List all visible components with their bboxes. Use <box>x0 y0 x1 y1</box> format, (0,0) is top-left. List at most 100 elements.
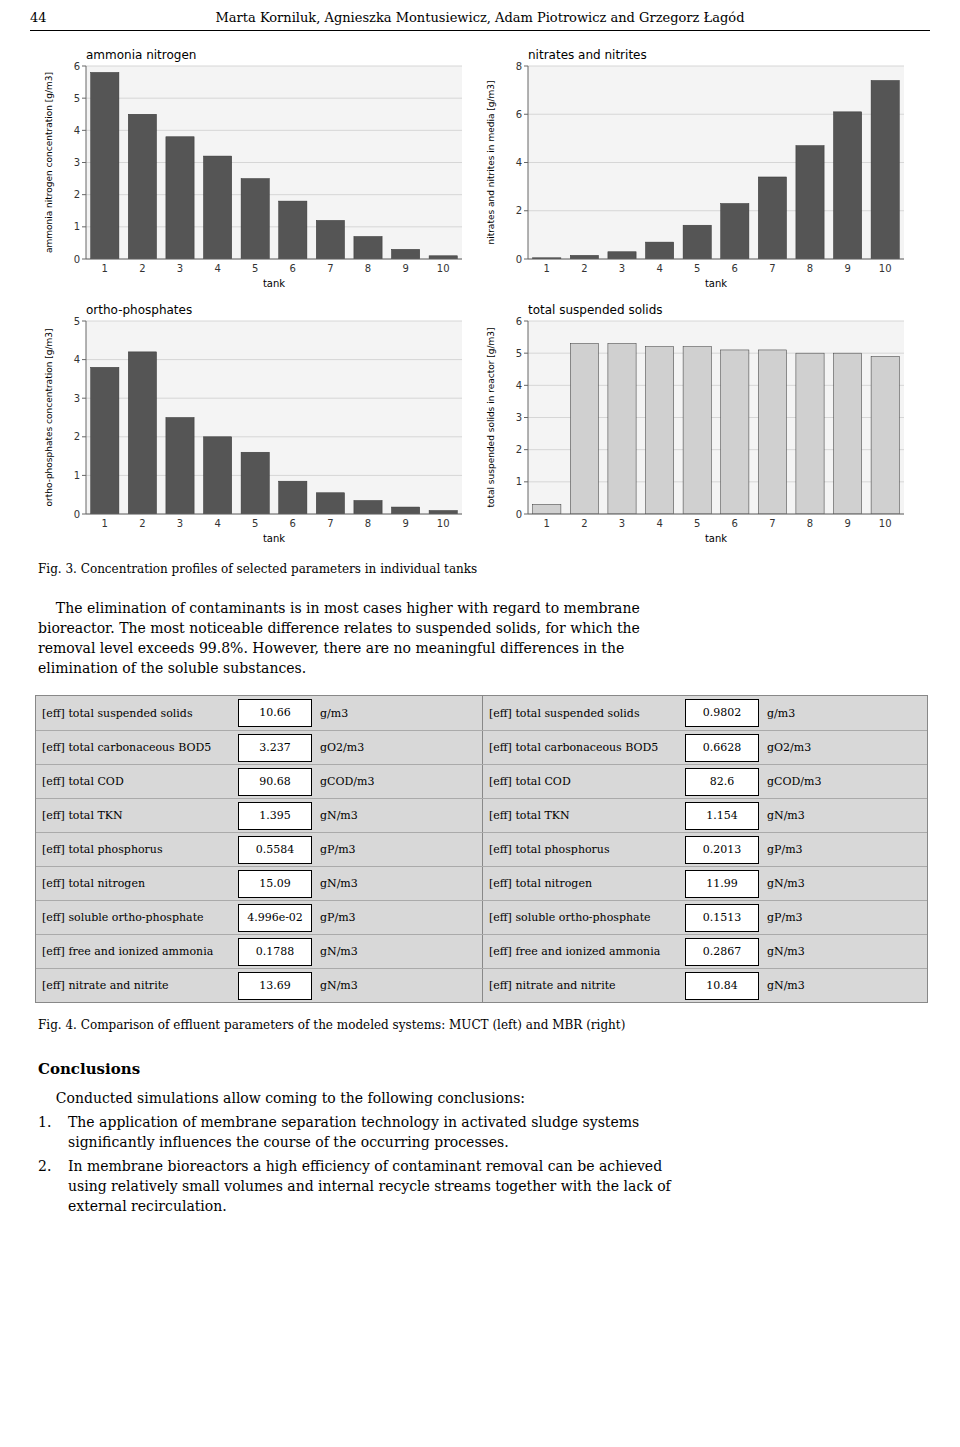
x-tick-label: 7 <box>769 518 775 529</box>
bar <box>279 481 307 514</box>
table-label: [eff] total suspended solids <box>42 707 238 720</box>
table-label: [eff] free and ionized ammonia <box>489 945 685 958</box>
table-unit: gN/m3 <box>765 877 929 890</box>
paragraph-line: The elimination of contaminants is in mo… <box>38 598 640 618</box>
y-tick <box>82 130 86 131</box>
x-axis <box>86 514 462 515</box>
table-unit: gCOD/m3 <box>318 775 482 788</box>
table-half: [eff] total COD82.6gCOD/m3 <box>483 765 929 798</box>
y-tick-label: 8 <box>516 61 522 72</box>
x-axis <box>86 259 462 260</box>
x-tick-label: 7 <box>769 263 775 274</box>
table-half: [eff] total suspended solids10.66g/m3 <box>36 696 482 730</box>
table-label: [eff] nitrate and nitrite <box>489 979 685 992</box>
x-tick-label: 3 <box>619 518 625 529</box>
x-tick-label: 9 <box>844 263 850 274</box>
x-axis-label: tank <box>263 278 285 289</box>
conclusion-body: The application of membrane separation t… <box>68 1112 922 1152</box>
y-tick-label: 2 <box>74 189 80 200</box>
y-tick <box>524 210 528 211</box>
x-tick-label: 2 <box>139 518 145 529</box>
y-tick-label: 5 <box>516 348 522 359</box>
table-divider <box>482 969 483 1002</box>
table-value: 13.69 <box>238 972 312 1000</box>
x-tick-label: 2 <box>139 263 145 274</box>
x-tick-label: 3 <box>177 518 183 529</box>
chart-title: total suspended solids <box>528 303 663 317</box>
grid-line <box>86 321 462 322</box>
x-axis <box>528 514 904 515</box>
y-tick-label: 4 <box>74 125 80 136</box>
bar <box>758 177 786 259</box>
y-tick <box>82 321 86 322</box>
conclusion-number: 1. <box>38 1112 68 1152</box>
bar-chart: 012345612345678910total suspended solids… <box>484 301 914 546</box>
table-half: [eff] free and ionized ammonia0.2867gN/m… <box>483 935 929 968</box>
table-half: [eff] nitrate and nitrite10.84gN/m3 <box>483 969 929 1002</box>
table-label: [eff] free and ionized ammonia <box>42 945 238 958</box>
y-tick <box>82 359 86 360</box>
table-unit: gP/m3 <box>318 911 482 924</box>
table-row: [eff] total TKN1.395gN/m3[eff] total TKN… <box>36 798 927 832</box>
y-tick-label: 0 <box>74 254 80 265</box>
y-tick <box>82 514 86 515</box>
y-tick-label: 6 <box>74 61 80 72</box>
y-tick-label: 0 <box>516 509 522 520</box>
x-axis-label: tank <box>705 278 727 289</box>
y-axis <box>528 321 529 514</box>
table-value: 0.2867 <box>685 938 759 966</box>
bar <box>429 511 457 514</box>
table-divider <box>482 799 483 832</box>
bars <box>533 344 900 514</box>
grid-line <box>528 514 904 515</box>
x-tick-label: 8 <box>807 263 813 274</box>
grid-line <box>86 66 462 67</box>
y-tick <box>82 436 86 437</box>
grid-line <box>528 66 904 67</box>
y-tick <box>524 66 528 67</box>
table-unit: gP/m3 <box>318 843 482 856</box>
bar <box>204 437 232 514</box>
table-half: [eff] total carbonaceous BOD53.237gO2/m3 <box>36 731 482 764</box>
grid-line <box>528 321 904 322</box>
x-tick-label: 8 <box>365 518 371 529</box>
y-tick <box>524 385 528 386</box>
x-tick-label: 6 <box>290 518 296 529</box>
table-value: 82.6 <box>685 768 759 796</box>
table-unit: gO2/m3 <box>318 741 482 754</box>
bar <box>646 347 674 514</box>
y-tick-label: 1 <box>74 470 80 481</box>
conclusion-line: external recirculation. <box>68 1196 922 1216</box>
table-unit: gP/m3 <box>765 843 929 856</box>
conclusions: Conclusions Conducted simulations allow … <box>38 1060 922 1216</box>
page-number: 44 <box>30 10 47 25</box>
y-axis-label: nitrates and nitrites in media [g/m3] <box>486 80 496 244</box>
bar <box>721 350 749 514</box>
conclusions-title: Conclusions <box>38 1060 922 1078</box>
x-tick-label: 5 <box>694 518 700 529</box>
table-half: [eff] nitrate and nitrite13.69gN/m3 <box>36 969 482 1002</box>
x-tick-label: 4 <box>214 518 220 529</box>
y-tick <box>524 417 528 418</box>
bar <box>533 504 561 514</box>
conclusion-line: The application of membrane separation t… <box>68 1112 922 1132</box>
table-value: 11.99 <box>685 870 759 898</box>
x-tick-label: 6 <box>732 518 738 529</box>
x-axis-label: tank <box>705 533 727 544</box>
table-divider <box>482 901 483 934</box>
page-header: 44Marta Korniluk, Agnieszka Montusiewicz… <box>30 8 930 31</box>
table-unit: g/m3 <box>765 707 929 720</box>
plot-background <box>86 66 462 259</box>
table-value: 0.5584 <box>238 836 312 864</box>
table-half: [eff] free and ionized ammonia0.1788gN/m… <box>36 935 482 968</box>
figure-caption: Fig. 4. Comparison of effluent parameter… <box>38 1018 625 1032</box>
x-tick-label: 7 <box>327 263 333 274</box>
table-label: [eff] total TKN <box>489 809 685 822</box>
bar <box>128 114 156 259</box>
table-row: [eff] free and ionized ammonia0.1788gN/m… <box>36 934 927 968</box>
table-row: [eff] soluble ortho-phosphate4.996e-02gP… <box>36 900 927 934</box>
table-half: [eff] total TKN1.154gN/m3 <box>483 799 929 832</box>
bar <box>166 137 194 259</box>
bar <box>204 156 232 259</box>
bar-chart: 012345612345678910ammonia nitrogentankam… <box>42 46 472 291</box>
